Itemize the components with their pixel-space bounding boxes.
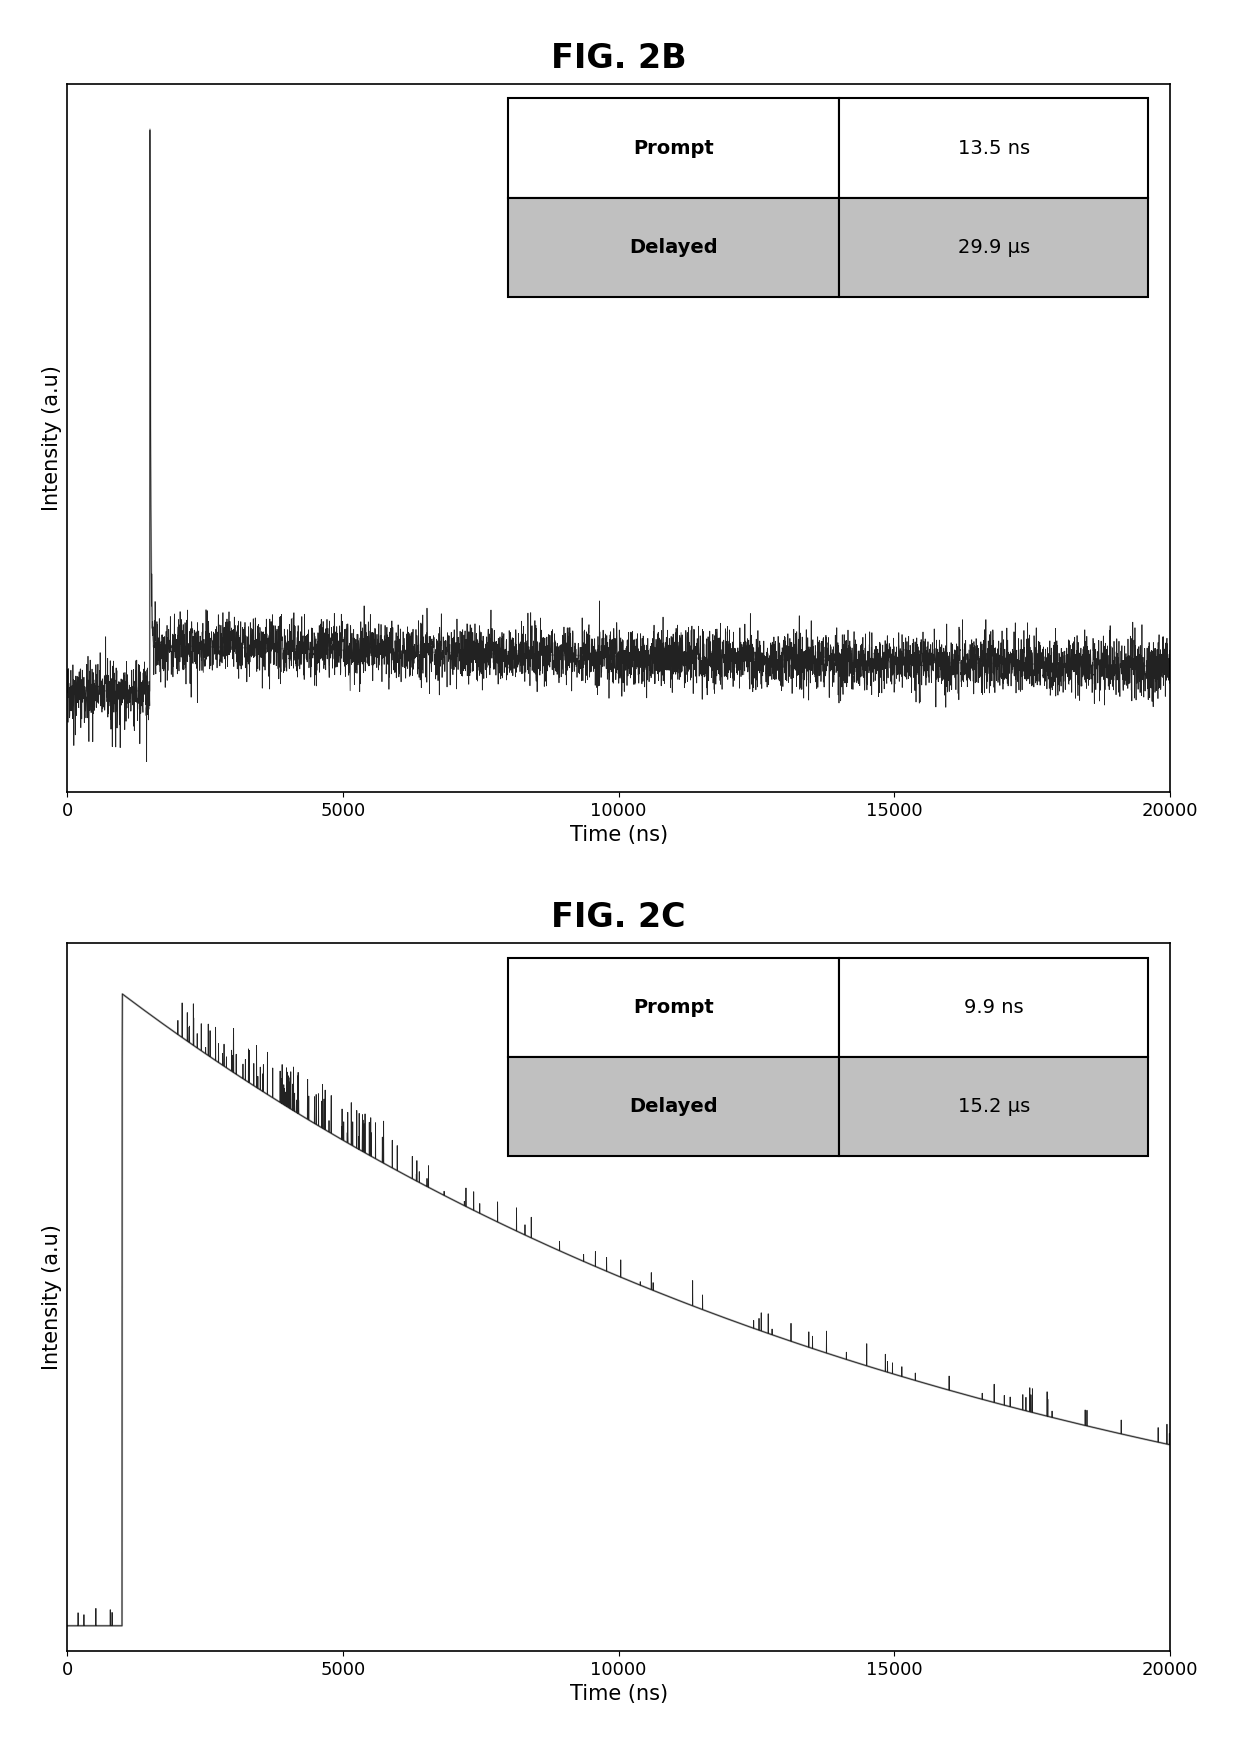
Text: 29.9 μs: 29.9 μs [957,237,1029,257]
Text: 13.5 ns: 13.5 ns [957,138,1029,157]
Bar [508,197,839,297]
Text: Prompt: Prompt [634,138,714,157]
Bar [508,98,839,197]
Bar [839,1056,1148,1156]
X-axis label: Time (ns): Time (ns) [569,826,667,845]
Text: 9.9 ns: 9.9 ns [963,997,1023,1016]
Bar [508,1056,839,1156]
Title: FIG. 2B: FIG. 2B [551,42,687,75]
Text: Delayed: Delayed [630,1096,718,1116]
Bar [839,197,1148,297]
Bar [839,957,1148,1056]
Text: Prompt: Prompt [634,997,714,1016]
Text: 15.2 μs: 15.2 μs [957,1096,1029,1116]
Y-axis label: Intensity (a.u): Intensity (a.u) [42,365,62,512]
Title: FIG. 2C: FIG. 2C [552,901,686,934]
Y-axis label: Intensity (a.u): Intensity (a.u) [42,1224,62,1371]
Text: Delayed: Delayed [630,237,718,257]
X-axis label: Time (ns): Time (ns) [569,1685,667,1704]
Bar [508,957,839,1056]
Bar [839,98,1148,197]
